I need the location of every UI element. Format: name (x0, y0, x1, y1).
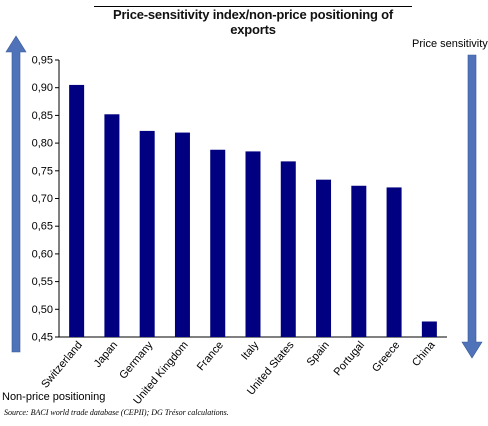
down-arrow-icon (461, 54, 483, 359)
y-tick-label: 0,85 (32, 110, 53, 122)
y-tick-label: 0,65 (32, 221, 53, 233)
source-note: Source: BACI world trade database (CEPII… (4, 408, 229, 417)
y-tick-label: 0,55 (32, 276, 53, 288)
title-rule (94, 6, 412, 7)
y-tick-label: 0,95 (32, 55, 53, 67)
bar (280, 161, 296, 337)
x-tick-label: Japan (92, 339, 120, 370)
x-tick-label: France (195, 339, 226, 373)
non-price-positioning-label: Non-price positioning (2, 391, 106, 403)
x-tick-label: Portugal (332, 339, 368, 378)
bar (69, 84, 85, 338)
bar (104, 114, 120, 338)
y-tick-label: 0,90 (32, 82, 53, 94)
bar (210, 149, 226, 337)
chart-title: Price-sensitivity index/non-price positi… (112, 7, 394, 37)
bar (174, 132, 190, 337)
y-tick-label: 0,50 (32, 304, 53, 316)
x-tick-label: Switzerland (39, 339, 85, 390)
y-tick-label: 0,45 (32, 332, 53, 344)
bar (386, 187, 402, 337)
bar (351, 185, 367, 337)
x-tick-label: Germany (117, 339, 156, 382)
bar (139, 130, 155, 337)
x-tick-label: Greece (370, 339, 402, 374)
y-tick-label: 0,75 (32, 165, 53, 177)
x-tick-label: Italy (239, 339, 261, 363)
y-tick-label: 0,60 (32, 248, 53, 260)
y-tick-label: 0,80 (32, 138, 53, 150)
x-tick-label: Spain (305, 339, 332, 368)
x-tick-label: China (410, 339, 438, 369)
bar (421, 321, 437, 337)
price-sensitivity-label: Price sensitivity (412, 38, 488, 50)
bar (316, 179, 332, 337)
bar (245, 151, 261, 337)
y-tick-label: 0,70 (32, 193, 53, 205)
up-arrow-icon (5, 35, 27, 353)
